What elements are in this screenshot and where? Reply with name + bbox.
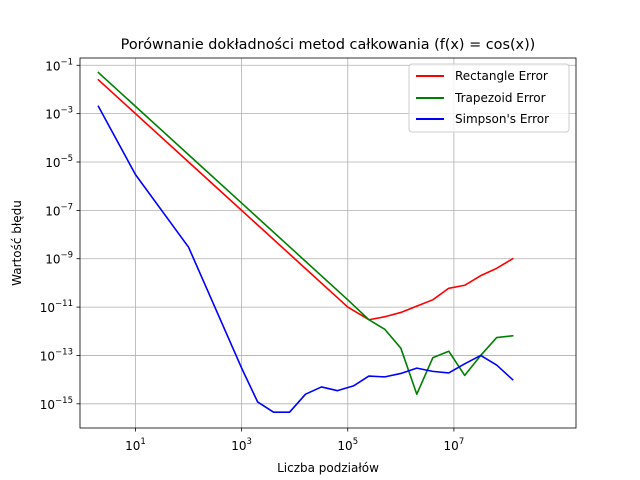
grid (80, 58, 576, 428)
chart-title: Porównanie dokładności metod całkowania … (121, 37, 536, 53)
rectangle-error-line (97, 78, 514, 321)
series-lines (97, 71, 514, 414)
simpson-error-line (97, 105, 514, 414)
legend-label-simpson: Simpson's Error (455, 112, 549, 126)
y-tick-label: 10−11 (40, 299, 73, 315)
y-tick-label: 10−1 (45, 57, 73, 73)
y-axis-label: Wartość błędu (10, 200, 24, 286)
y-tick-label: 10−3 (45, 106, 73, 122)
plot-frame (79, 57, 577, 429)
y-tick-label: 10−13 (40, 347, 73, 363)
y-tick-label: 10−15 (40, 396, 73, 412)
x-tick-label: 103 (231, 437, 252, 453)
ticks: 101 103 105 107 10−1 10−3 10−5 10−7 10−9 10−11 10−… (40, 57, 464, 453)
x-tick-label: 101 (125, 437, 146, 453)
trapezoid-error-line (97, 71, 514, 396)
y-tick-label: 10−9 (45, 251, 73, 267)
x-tick-label: 107 (444, 437, 465, 453)
y-tick-label: 10−5 (45, 154, 73, 170)
legend-label-rectangle: Rectangle Error (455, 69, 548, 83)
legend-label-trapezoid: Trapezoid Error (454, 91, 546, 105)
y-tick-label: 10−7 (45, 202, 73, 218)
legend-frame (408, 63, 570, 133)
x-tick-label: 105 (337, 437, 358, 453)
legend: Rectangle Error Trapezoid Error Simpson'… (408, 63, 570, 133)
x-axis-label: Liczba podziałów (277, 461, 379, 475)
